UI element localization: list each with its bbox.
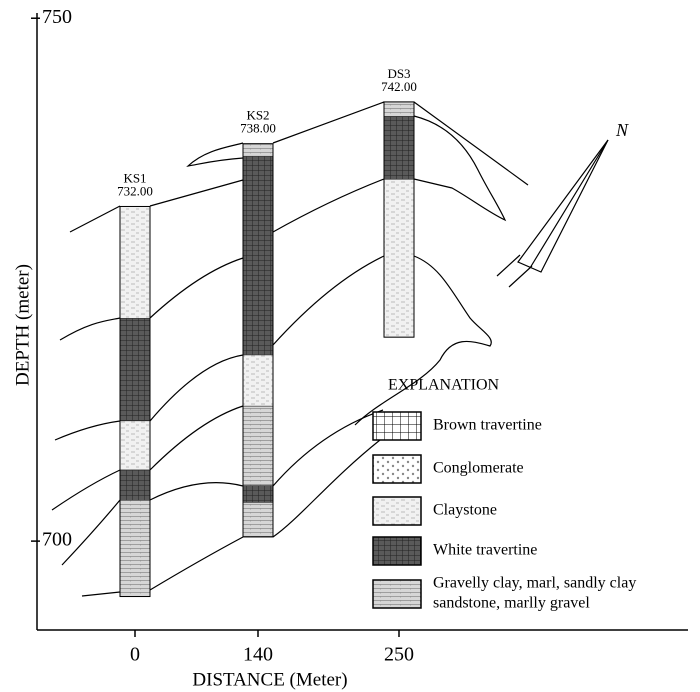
y-axis-title: DEPTH (meter) bbox=[12, 264, 33, 386]
legend-title: EXPLANATION bbox=[388, 377, 500, 394]
correlation-lines bbox=[51, 101, 529, 597]
x-tick-label: 0 bbox=[130, 644, 140, 666]
layer bbox=[242, 405, 274, 486]
layer bbox=[119, 318, 151, 422]
layer bbox=[242, 502, 274, 538]
legend-swatch bbox=[372, 579, 422, 609]
legend-swatch bbox=[372, 411, 422, 441]
column-name: DS3 bbox=[387, 66, 410, 81]
x-tick-label: 140 bbox=[243, 644, 273, 666]
layer bbox=[242, 155, 274, 356]
column-name: KS1 bbox=[123, 170, 146, 185]
x-axis-title: DISTANCE (Meter) bbox=[192, 669, 347, 690]
layer bbox=[383, 101, 415, 117]
layer bbox=[119, 206, 151, 319]
north-arrow bbox=[496, 139, 609, 288]
column-outline bbox=[383, 101, 415, 338]
layer bbox=[119, 500, 151, 597]
north-label: N bbox=[615, 120, 629, 140]
legend-label: Claystone bbox=[433, 502, 497, 519]
legend-label: White travertine bbox=[433, 542, 537, 559]
layer bbox=[383, 116, 415, 180]
legend-label: Brown travertine bbox=[433, 417, 542, 434]
column-elevation: 738.00 bbox=[240, 121, 276, 136]
legend-swatch bbox=[372, 496, 422, 526]
layer bbox=[242, 143, 274, 157]
legend-swatch bbox=[372, 536, 422, 566]
column-outline bbox=[242, 143, 274, 538]
legend-swatch bbox=[372, 454, 422, 484]
layer bbox=[242, 354, 274, 407]
column-elevation: 732.00 bbox=[117, 183, 153, 198]
y-tick-label: 750 bbox=[42, 6, 72, 28]
legend-label: Conglomerate bbox=[433, 460, 524, 477]
column-elevation: 742.00 bbox=[381, 79, 417, 94]
layer bbox=[242, 485, 274, 503]
legend-label: Gravelly clay, marl, sandly clay bbox=[433, 575, 636, 592]
x-tick-label: 250 bbox=[384, 644, 414, 666]
layer bbox=[119, 469, 151, 501]
column-outline bbox=[119, 205, 151, 598]
layer bbox=[383, 178, 415, 338]
column-name: KS2 bbox=[246, 108, 269, 123]
legend-label: sandstone, marlly gravel bbox=[433, 595, 590, 612]
y-tick-label: 700 bbox=[42, 529, 72, 551]
layer bbox=[119, 420, 151, 471]
